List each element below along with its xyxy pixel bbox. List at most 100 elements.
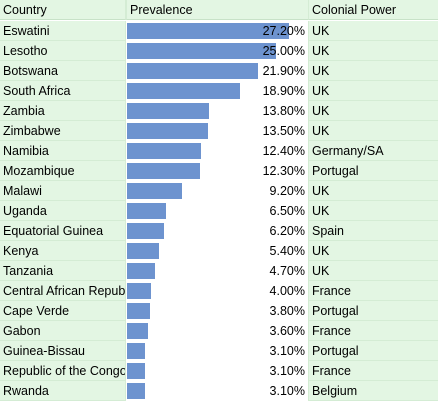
country-cell[interactable]: Zimbabwe — [0, 121, 126, 141]
table-row: South Africa 18.90% UK — [0, 81, 438, 101]
prevalence-cell[interactable]: 21.90% — [126, 61, 308, 81]
table-row: Republic of the Congo 3.10% France — [0, 361, 438, 381]
prevalence-value: 3.10% — [269, 384, 305, 398]
country-cell[interactable]: Rwanda — [0, 381, 126, 401]
table-row: Eswatini 27.20% UK — [0, 21, 438, 41]
prevalence-cell[interactable]: 25.00% — [126, 41, 308, 61]
prevalence-value: 3.60% — [269, 324, 305, 338]
colonial-power-cell[interactable]: UK — [308, 241, 438, 261]
colonial-power-cell[interactable]: UK — [308, 201, 438, 221]
colonial-power-cell[interactable]: Belgium — [308, 381, 438, 401]
prevalence-cell[interactable]: 3.80% — [126, 301, 308, 321]
country-cell[interactable]: Zambia — [0, 101, 126, 121]
prevalence-cell[interactable]: 4.00% — [126, 281, 308, 301]
prevalence-value: 6.50% — [269, 204, 305, 218]
prevalence-value: 18.90% — [262, 84, 305, 98]
country-cell[interactable]: Mozambique — [0, 161, 126, 181]
header-country[interactable]: Country — [0, 0, 126, 20]
country-cell[interactable]: Botswana — [0, 61, 126, 81]
colonial-power-cell[interactable]: Germany/SA — [308, 141, 438, 161]
prevalence-value: 3.80% — [269, 304, 305, 318]
table-row: Uganda 6.50% UK — [0, 201, 438, 221]
prevalence-cell[interactable]: 12.40% — [126, 141, 308, 161]
prevalence-cell[interactable]: 6.50% — [126, 201, 308, 221]
prevalence-cell[interactable]: 13.50% — [126, 121, 308, 141]
country-cell[interactable]: Kenya — [0, 241, 126, 261]
table-row: Guinea-Bissau 3.10% Portugal — [0, 341, 438, 361]
data-bar — [127, 123, 208, 139]
country-cell[interactable]: Malawi — [0, 181, 126, 201]
table-row: Tanzania 4.70% UK — [0, 261, 438, 281]
header-colonial-power[interactable]: Colonial Power — [308, 0, 438, 20]
prevalence-cell[interactable]: 4.70% — [126, 261, 308, 281]
country-cell[interactable]: Central African Republic — [0, 281, 126, 301]
colonial-power-cell[interactable]: UK — [308, 21, 438, 41]
country-cell[interactable]: Republic of the Congo — [0, 361, 126, 381]
data-bar — [127, 243, 159, 259]
colonial-power-cell[interactable]: UK — [308, 61, 438, 81]
prevalence-cell[interactable]: 13.80% — [126, 101, 308, 121]
colonial-power-cell[interactable]: UK — [308, 101, 438, 121]
prevalence-cell[interactable]: 3.10% — [126, 341, 308, 361]
table-row: Zimbabwe 13.50% UK — [0, 121, 438, 141]
prevalence-value: 21.90% — [262, 64, 305, 78]
prevalence-cell[interactable]: 5.40% — [126, 241, 308, 261]
table-row: Cape Verde 3.80% Portugal — [0, 301, 438, 321]
prevalence-cell[interactable]: 6.20% — [126, 221, 308, 241]
country-cell[interactable]: Namibia — [0, 141, 126, 161]
data-bar — [127, 83, 240, 99]
table-row: Namibia 12.40% Germany/SA — [0, 141, 438, 161]
country-cell[interactable]: Cape Verde — [0, 301, 126, 321]
colonial-power-cell[interactable]: UK — [308, 261, 438, 281]
colonial-power-cell[interactable]: Portugal — [308, 161, 438, 181]
country-cell[interactable]: Lesotho — [0, 41, 126, 61]
country-cell[interactable]: Uganda — [0, 201, 126, 221]
prevalence-cell[interactable]: 3.60% — [126, 321, 308, 341]
data-bar — [127, 163, 200, 179]
colonial-power-cell[interactable]: Spain — [308, 221, 438, 241]
colonial-power-cell[interactable]: Portugal — [308, 301, 438, 321]
colonial-power-cell[interactable]: UK — [308, 41, 438, 61]
prevalence-value: 3.10% — [269, 364, 305, 378]
data-bar — [127, 263, 155, 279]
data-bar — [127, 283, 151, 299]
country-cell[interactable]: South Africa — [0, 81, 126, 101]
country-cell[interactable]: Equatorial Guinea — [0, 221, 126, 241]
data-bar — [127, 183, 182, 199]
country-cell[interactable]: Guinea-Bissau — [0, 341, 126, 361]
table-row: Equatorial Guinea 6.20% Spain — [0, 221, 438, 241]
colonial-power-cell[interactable]: UK — [308, 181, 438, 201]
prevalence-cell[interactable]: 18.90% — [126, 81, 308, 101]
country-cell[interactable]: Tanzania — [0, 261, 126, 281]
data-bar — [127, 323, 148, 339]
country-cell[interactable]: Eswatini — [0, 21, 126, 41]
prevalence-value: 4.00% — [269, 284, 305, 298]
prevalence-cell[interactable]: 9.20% — [126, 181, 308, 201]
data-bar — [127, 303, 150, 319]
colonial-power-cell[interactable]: France — [308, 361, 438, 381]
prevalence-value: 27.20% — [262, 24, 305, 38]
country-cell[interactable]: Gabon — [0, 321, 126, 341]
prevalence-value: 12.30% — [262, 164, 305, 178]
table-row: Botswana 21.90% UK — [0, 61, 438, 81]
prevalence-value: 13.80% — [262, 104, 305, 118]
data-bar — [127, 43, 276, 59]
colonial-power-cell[interactable]: UK — [308, 81, 438, 101]
colonial-power-cell[interactable]: Portugal — [308, 341, 438, 361]
colonial-power-cell[interactable]: France — [308, 321, 438, 341]
prevalence-value: 3.10% — [269, 344, 305, 358]
prevalence-cell[interactable]: 27.20% — [126, 21, 308, 41]
prevalence-value: 6.20% — [269, 224, 305, 238]
header-row: Country Prevalence Colonial Power — [0, 0, 438, 20]
table-row: Gabon 3.60% France — [0, 321, 438, 341]
data-bar — [127, 383, 145, 399]
prevalence-cell[interactable]: 3.10% — [126, 381, 308, 401]
prevalence-value: 13.50% — [262, 124, 305, 138]
header-prevalence[interactable]: Prevalence — [126, 0, 308, 20]
table-row: Central African Republic 4.00% France — [0, 281, 438, 301]
colonial-power-cell[interactable]: France — [308, 281, 438, 301]
prevalence-cell[interactable]: 12.30% — [126, 161, 308, 181]
prevalence-cell[interactable]: 3.10% — [126, 361, 308, 381]
table-row: Lesotho 25.00% UK — [0, 41, 438, 61]
colonial-power-cell[interactable]: UK — [308, 121, 438, 141]
